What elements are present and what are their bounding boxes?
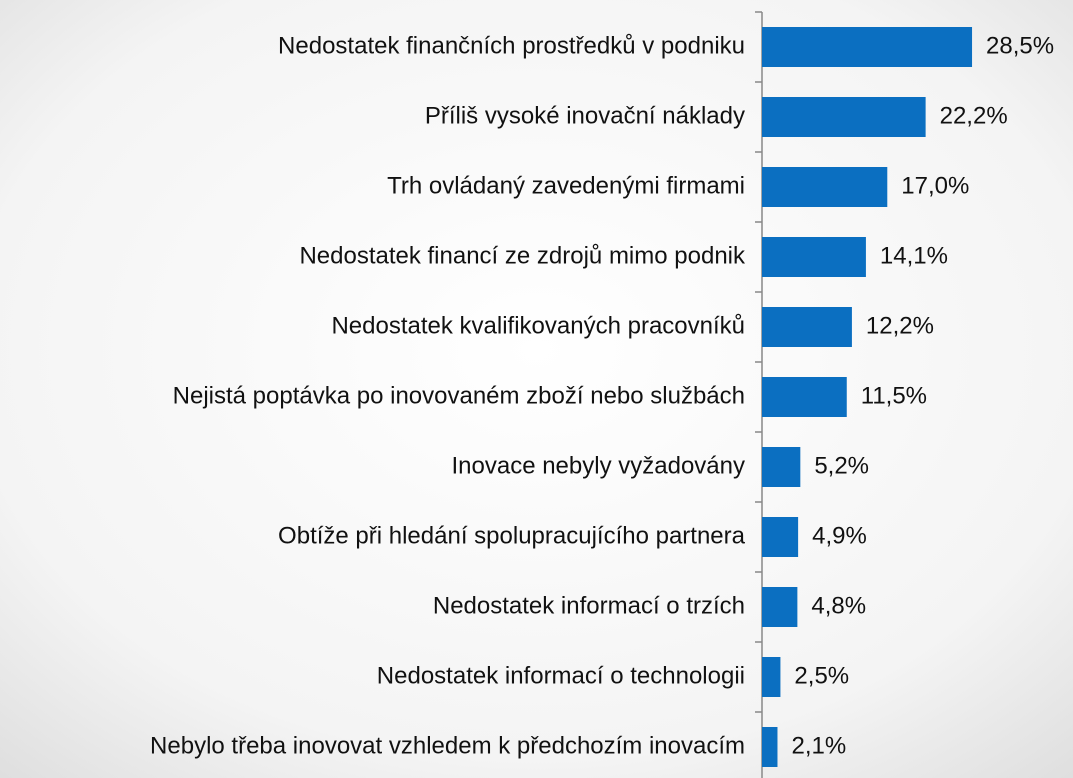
value-label: 4,8%	[811, 592, 866, 619]
value-label: 17,0%	[901, 172, 969, 199]
bar	[762, 447, 801, 487]
bar	[762, 97, 926, 137]
bar	[762, 587, 798, 627]
value-label: 2,5%	[794, 662, 849, 689]
category-label: Inovace nebyly vyžadovány	[451, 452, 745, 479]
value-label: 5,2%	[814, 452, 869, 479]
category-label: Nedostatek informací o technologii	[377, 662, 745, 689]
bar	[762, 27, 973, 67]
category-label: Trh ovládaný zavedenými firmami	[387, 172, 745, 199]
category-label: Nejistá poptávka po inovovaném zboží neb…	[173, 382, 745, 409]
bar	[762, 517, 799, 557]
value-label: 2,1%	[791, 732, 846, 759]
value-label: 11,5%	[861, 382, 927, 409]
bar	[762, 727, 778, 767]
bar	[762, 377, 847, 417]
category-label: Nedostatek finančních prostředků v podni…	[278, 32, 745, 59]
value-label: 28,5%	[986, 32, 1054, 59]
bar	[762, 237, 866, 277]
category-label: Obtíže při hledání spolupracujícího part…	[278, 522, 746, 549]
category-label: Nebylo třeba inovovat vzhledem k předcho…	[150, 732, 745, 759]
bar	[762, 307, 852, 347]
value-label: 4,9%	[812, 522, 867, 549]
bar	[762, 657, 781, 697]
value-label: 12,2%	[866, 312, 934, 339]
bar	[762, 167, 888, 207]
value-label: 14,1%	[880, 242, 948, 269]
category-label: Nedostatek informací o trzích	[433, 592, 745, 619]
category-label: Příliš vysoké inovační náklady	[425, 102, 745, 129]
value-label: 22,2%	[940, 102, 1008, 129]
category-label: Nedostatek financí ze zdrojů mimo podnik	[299, 242, 746, 269]
category-label: Nedostatek kvalifikovaných pracovníků	[331, 312, 745, 339]
